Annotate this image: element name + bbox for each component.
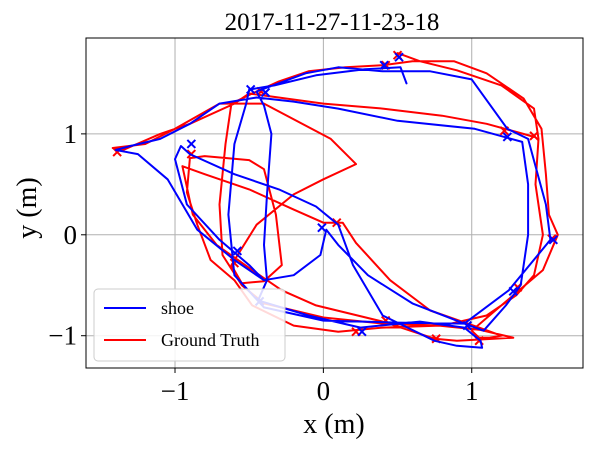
legend: shoe Ground Truth [94,289,285,361]
y-ticks: −1 0 1 [48,119,86,351]
legend-label-ground-truth: Ground Truth [161,330,260,350]
legend-label-shoe: shoe [161,298,194,318]
x-tick-label-1: 0 [317,376,331,406]
x-ticks: −1 0 1 [161,368,479,406]
x-tick-label-2: 1 [465,376,479,406]
y-tick-label-2: 1 [64,119,78,149]
x-axis-label: x (m) [303,409,364,440]
marker-shoe-5 [187,140,195,148]
y-tick-label-1: 0 [64,220,78,250]
x-tick-label-0: −1 [161,376,190,406]
chart-title: 2017-11-27-11-23-18 [225,9,440,36]
marker-shoe-7 [318,224,326,232]
y-tick-label-0: −1 [48,321,77,351]
y-axis-label: y (m) [12,177,43,238]
